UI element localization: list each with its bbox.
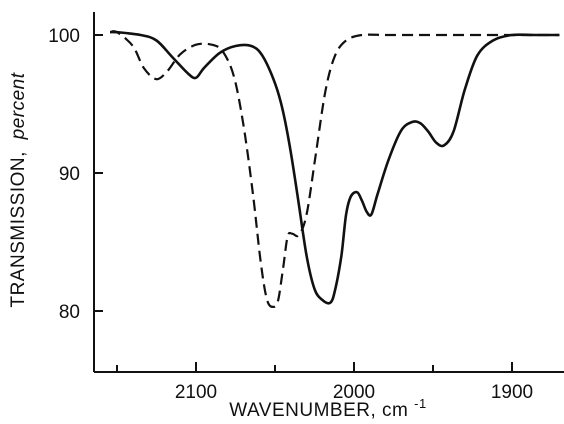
y-axis-title-unit: percent	[8, 72, 29, 140]
x-ticks: 2100 2000 1900	[116, 362, 533, 403]
series-line-dashed	[109, 30, 560, 309]
series-layer	[109, 30, 560, 309]
x-axis-title-superscript: -1	[414, 396, 427, 411]
x-tick-label-2100: 2100	[175, 382, 217, 403]
x-axis-title: WAVENUMBER, cm -1	[229, 396, 426, 421]
x-tick-label-1900: 1900	[491, 382, 533, 403]
x-tick-label-2000: 2000	[333, 382, 375, 403]
plot-area	[93, 12, 564, 373]
series-line-solid	[109, 30, 560, 305]
y-tick-label-100: 100	[48, 26, 80, 47]
y-axis-title-text: TRANSMISSION,	[8, 151, 29, 307]
y-axis-title: TRANSMISSION, percent	[8, 72, 29, 307]
y-ticks: 100 90 80	[48, 26, 103, 323]
y-tick-label-90: 90	[59, 164, 80, 185]
y-tick-label-80: 80	[59, 302, 80, 323]
x-axis-title-text: WAVENUMBER, cm	[229, 400, 408, 421]
